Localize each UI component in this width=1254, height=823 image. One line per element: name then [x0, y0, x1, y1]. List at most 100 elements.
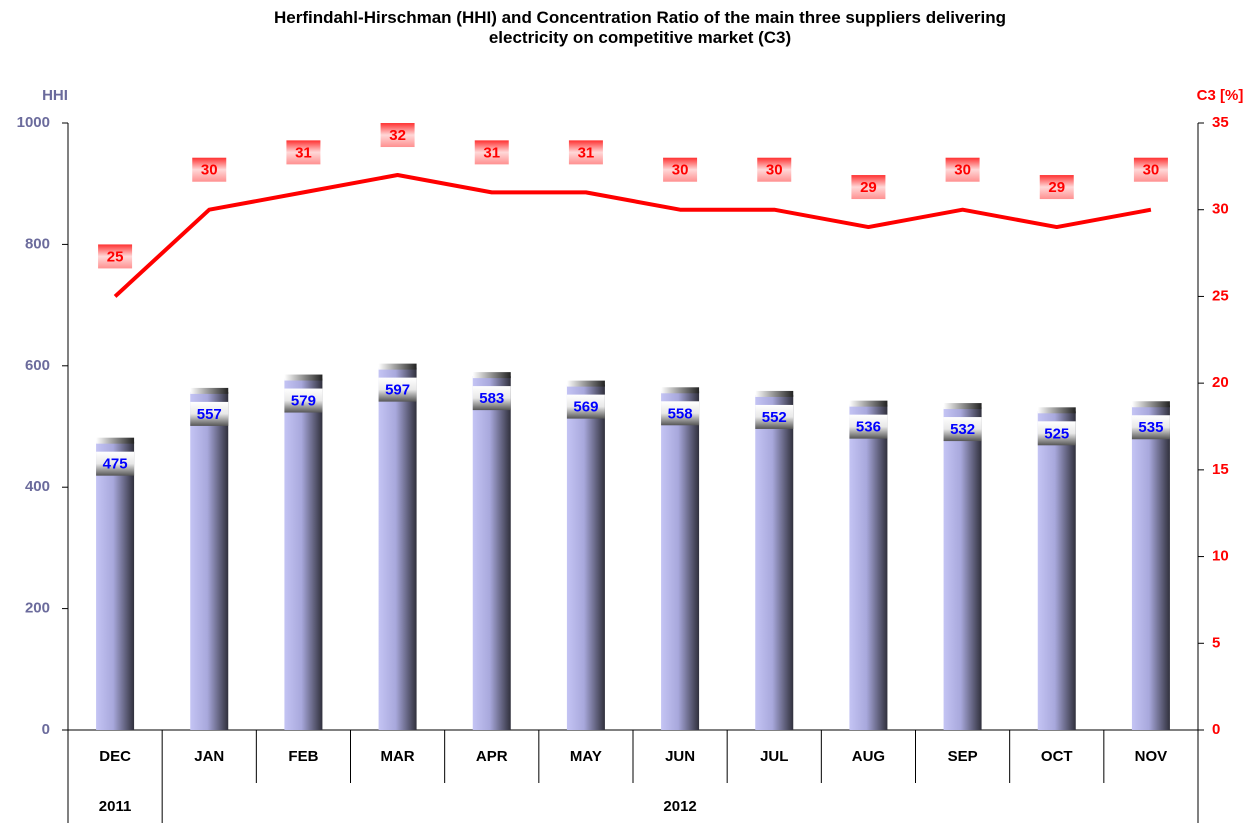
data-label: 532 [950, 421, 975, 438]
bar [284, 378, 323, 730]
data-label: 30 [954, 162, 971, 179]
data-label: 25 [107, 248, 124, 265]
bar-cap [472, 372, 511, 379]
y-tick-label: 200 [25, 600, 50, 617]
data-label-box [851, 175, 886, 200]
y2-axis-label: C3 [%] [1197, 87, 1244, 104]
bar [96, 441, 135, 730]
data-label-box [286, 140, 321, 165]
data-label-box [757, 157, 792, 182]
data-label: 30 [1143, 162, 1160, 179]
data-label: 569 [573, 399, 598, 416]
data-label: 32 [389, 127, 406, 144]
bar-cap [661, 387, 700, 394]
y2-tick-label: 30 [1212, 201, 1229, 218]
data-label: 475 [103, 456, 128, 473]
x-tick-label: APR [476, 748, 508, 765]
data-label: 583 [479, 390, 504, 407]
x-tick-label: JUL [760, 748, 788, 765]
data-label-box [380, 123, 415, 148]
data-label: 558 [668, 405, 693, 422]
bar [378, 367, 417, 730]
y-tick-label: 800 [25, 235, 50, 252]
bar-cap [943, 403, 982, 410]
bar-cap [96, 437, 135, 444]
data-label-box [284, 388, 323, 413]
x-tick-label: MAY [570, 748, 602, 765]
bar [190, 391, 229, 730]
y2-tick-label: 5 [1212, 634, 1220, 651]
data-label: 30 [766, 162, 783, 179]
y2-tick-label: 0 [1212, 721, 1220, 738]
data-label: 31 [578, 144, 595, 161]
x-tick-label: JAN [194, 748, 224, 765]
bar [1131, 405, 1170, 730]
data-label: 31 [295, 144, 312, 161]
bar-cap [849, 400, 888, 407]
data-label-box [1133, 157, 1168, 182]
data-label-box [849, 414, 888, 439]
bar [755, 394, 794, 730]
group-label: 2012 [663, 798, 696, 815]
data-label: 30 [672, 162, 689, 179]
bar-cap [566, 380, 605, 387]
bar-cap [1131, 401, 1170, 408]
y-tick-label: 400 [25, 478, 50, 495]
data-label: 597 [385, 382, 410, 399]
data-label: 535 [1138, 419, 1163, 436]
data-label-box [96, 451, 135, 476]
x-tick-label: AUG [852, 748, 885, 765]
data-label: 30 [201, 162, 218, 179]
data-label: 29 [860, 179, 877, 196]
data-label: 31 [483, 144, 500, 161]
data-label: 579 [291, 393, 316, 410]
data-label-box [192, 157, 227, 182]
bar-cap [190, 387, 229, 394]
data-label-box [474, 140, 509, 165]
data-label-box [566, 394, 605, 419]
bar [1037, 411, 1076, 730]
line [113, 173, 1152, 298]
data-label-box [661, 401, 700, 426]
y-axis-label: HHI [42, 87, 68, 104]
x-tick-label: NOV [1135, 748, 1168, 765]
y-tick-label: 600 [25, 357, 50, 374]
bar [566, 384, 605, 730]
bar [943, 407, 982, 730]
data-label: 557 [197, 406, 222, 423]
data-label-box [98, 244, 133, 269]
y-tick-label: 0 [42, 721, 50, 738]
x-tick-label: JUN [665, 748, 695, 765]
data-label-box [568, 140, 603, 165]
y2-tick-label: 15 [1212, 461, 1229, 478]
bar-cap [755, 390, 794, 397]
data-label-box [1131, 415, 1170, 440]
x-tick-label: MAR [380, 748, 414, 765]
group-label: 2011 [99, 798, 132, 815]
data-label-box [1037, 421, 1076, 446]
data-label: 525 [1044, 425, 1069, 442]
data-label: 536 [856, 419, 881, 436]
bar [472, 376, 511, 730]
y2-tick-label: 35 [1212, 114, 1229, 131]
y2-tick-label: 25 [1212, 287, 1229, 304]
data-label-box [943, 417, 982, 442]
data-label-box [378, 377, 417, 402]
x-tick-label: OCT [1041, 748, 1073, 765]
data-label-box [190, 401, 229, 426]
bar-cap [284, 374, 323, 381]
chart-title: Herfindahl-Hirschman (HHI) and Concentra… [273, 8, 1007, 47]
bar-cap [1037, 407, 1076, 414]
data-label-box [755, 404, 794, 429]
x-tick-label: DEC [99, 748, 131, 765]
x-tick-label: SEP [948, 748, 978, 765]
data-label: 552 [762, 409, 787, 426]
y2-tick-label: 20 [1212, 374, 1229, 391]
data-label-box [472, 386, 511, 411]
bar [661, 391, 700, 730]
x-tick-label: FEB [288, 748, 318, 765]
data-label-box [945, 157, 980, 182]
y-tick-label: 1000 [17, 114, 50, 131]
